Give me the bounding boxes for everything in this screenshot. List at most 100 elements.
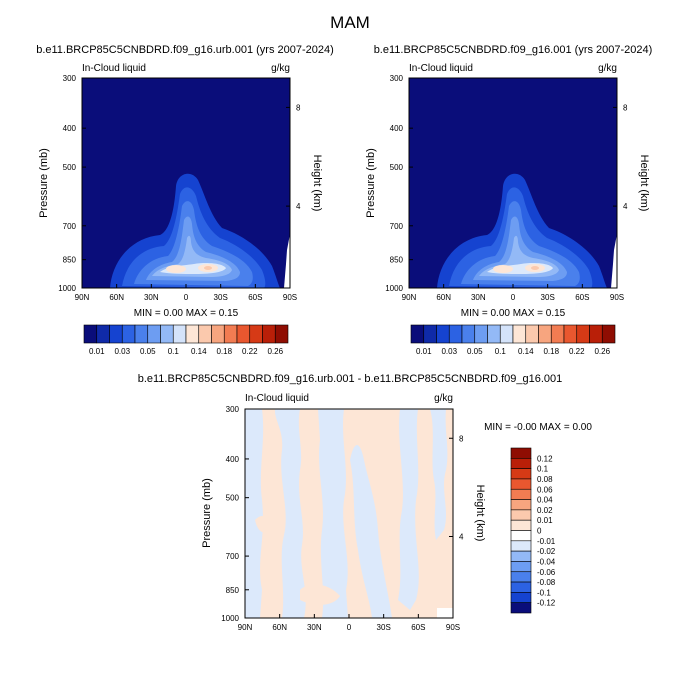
- colorbar-swatch: [538, 324, 552, 344]
- panel-control: b.e11.BRCP85C5CNBDRD.f09_g16.001 (yrs 20…: [365, 44, 652, 356]
- y-tick-label: 850: [63, 256, 77, 265]
- x-tick-label: 90N: [402, 293, 417, 302]
- units-label: g/kg: [598, 63, 617, 74]
- colorbar-swatch: [185, 324, 200, 344]
- colorbar-swatch: [121, 324, 136, 344]
- y-tick-label: 400: [226, 455, 240, 464]
- colorbar-swatch: [461, 324, 476, 344]
- colorbar-label: 0.1: [537, 465, 549, 474]
- colorbar-swatch: [510, 468, 532, 480]
- min-max-stats: MIN = -0.00 MAX = 0.00: [484, 422, 592, 433]
- colorbar-swatch: [510, 530, 532, 542]
- plot-area: [408, 77, 618, 289]
- y-tick-label: 400: [63, 124, 77, 133]
- x-tick-label: 60S: [248, 293, 262, 302]
- min-max-stats: MIN = 0.00 MAX = 0.15: [134, 308, 239, 319]
- colorbar-swatch: [510, 602, 532, 614]
- right-axis-ticks: 84: [449, 434, 464, 541]
- colorbar-swatch: [510, 550, 532, 562]
- colorbar-label: 0.22: [242, 347, 258, 356]
- panel-title: b.e11.BRCP85C5CNBDRD.f09_g16.urb.001 - b…: [138, 373, 563, 385]
- colorbar-label: 0.06: [537, 485, 553, 494]
- right-axis-label: Height (km): [311, 155, 323, 212]
- x-tick-label: 30S: [541, 293, 555, 302]
- colorbar-swatch: [423, 324, 437, 344]
- colorbar-swatch: [550, 324, 565, 344]
- colorbar-swatch: [510, 499, 532, 511]
- panel-difference: b.e11.BRCP85C5CNBDRD.f09_g16.urb.001 - b…: [138, 373, 593, 632]
- colorbar-swatch: [172, 324, 187, 344]
- y-tick-label: 1000: [221, 614, 239, 623]
- units-label: g/kg: [434, 393, 453, 404]
- colorbar-label: 0.14: [518, 347, 534, 356]
- right-tick-label: 8: [459, 434, 464, 443]
- right-axis-ticks: 84: [286, 103, 301, 211]
- min-max-stats: MIN = 0.00 MAX = 0.15: [461, 308, 566, 319]
- colorbar-swatch: [510, 478, 532, 490]
- colorbar-label: 0.01: [537, 516, 553, 525]
- colorbar-swatch: [576, 324, 590, 344]
- colorbar-swatch: [510, 581, 532, 593]
- colorbar-label: 0.1: [168, 347, 180, 356]
- colorbar-swatch: [589, 324, 603, 344]
- x-axis-ticks: 90N 60N 30N 0 30S 60S 90S: [75, 284, 297, 302]
- colorbar: 0.01 0.03 0.05 0.1 0.14 0.18 0.22 0.26: [410, 324, 616, 356]
- plot-area: [81, 77, 291, 289]
- right-tick-label: 4: [459, 532, 464, 541]
- x-tick-label: 30N: [471, 293, 486, 302]
- x-tick-label: 0: [184, 293, 189, 302]
- panel-title: b.e11.BRCP85C5CNBDRD.f09_g16.urb.001 (yr…: [36, 44, 334, 56]
- y-tick-label: 850: [390, 256, 404, 265]
- colorbar-swatch: [525, 324, 539, 344]
- colorbar-label: 0.12: [537, 454, 553, 463]
- y-tick-label: 300: [63, 74, 77, 83]
- y-tick-label: 1000: [385, 284, 403, 293]
- colorbar-swatch: [236, 324, 251, 344]
- panel-title: b.e11.BRCP85C5CNBDRD.f09_g16.001 (yrs 20…: [374, 44, 653, 56]
- right-tick-label: 8: [623, 103, 628, 112]
- y-tick-label: 300: [226, 405, 240, 414]
- colorbar-label: 0: [537, 527, 542, 536]
- x-tick-label: 90S: [610, 293, 624, 302]
- right-axis-ticks: 84: [613, 103, 628, 211]
- colorbar-swatch: [510, 488, 532, 500]
- colorbar-label: 0.01: [416, 347, 432, 356]
- colorbar-swatch: [512, 324, 527, 344]
- colorbar-label: 0.14: [191, 347, 207, 356]
- colorbar-label: -0.02: [537, 547, 556, 556]
- x-tick-label: 60N: [272, 623, 287, 632]
- colorbar-swatch: [134, 324, 149, 344]
- colorbar-label: 0.05: [467, 347, 483, 356]
- colorbar-swatch: [510, 592, 532, 603]
- x-tick-label: 90S: [283, 293, 297, 302]
- y-tick-label: 500: [63, 163, 77, 172]
- right-axis-label: Height (km): [638, 155, 650, 212]
- colorbar-swatch: [147, 324, 161, 344]
- x-tick-label: 30N: [144, 293, 159, 302]
- page-title: MAM: [330, 13, 370, 32]
- colorbar-label: 0.01: [89, 347, 105, 356]
- x-axis-ticks: 90N 60N 30N 0 30S 60S 90S: [238, 614, 460, 632]
- x-tick-label: 30S: [214, 293, 228, 302]
- colorbar: 0.01 0.03 0.05 0.1 0.14 0.18 0.22 0.26: [83, 324, 289, 356]
- right-tick-label: 4: [296, 202, 301, 211]
- x-tick-label: 0: [511, 293, 516, 302]
- colorbar-swatch: [436, 324, 450, 344]
- colorbar-swatch: [211, 324, 225, 344]
- y-tick-label: 500: [226, 494, 240, 503]
- y-axis-ticks: 300 400 500 700 850 1000: [385, 74, 413, 293]
- right-axis-label: Height (km): [474, 485, 486, 542]
- colorbar-swatch: [474, 324, 488, 344]
- colorbar-swatch: [109, 324, 123, 344]
- colorbar-label: 0.02: [537, 506, 553, 515]
- variable-label: In-Cloud liquid: [245, 393, 309, 404]
- y-tick-label: 500: [390, 163, 404, 172]
- y-tick-label: 700: [390, 222, 404, 231]
- vertical-colorbar: 0.120.10.080.060.040.020.010-0.01-0.02-0…: [510, 447, 556, 614]
- colorbar-swatch: [563, 324, 578, 344]
- colorbar-swatch: [510, 571, 532, 583]
- y-axis-ticks: 300 400 500 700 850 1000: [58, 74, 86, 293]
- colorbar-swatch: [96, 324, 110, 344]
- variable-label: In-Cloud liquid: [82, 63, 146, 74]
